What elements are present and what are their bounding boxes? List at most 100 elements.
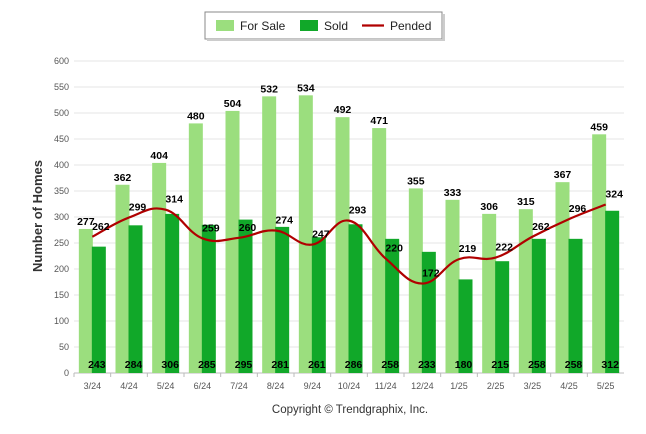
sold-bar [275, 226, 290, 373]
for-sale-bar [335, 117, 350, 373]
x-tick-label: 12/24 [411, 381, 434, 391]
pended-label: 222 [495, 242, 513, 254]
x-tick-label: 1/25 [450, 381, 468, 391]
pended-label: 260 [239, 222, 257, 234]
sold-label: 285 [198, 359, 216, 371]
pended-label: 274 [275, 215, 293, 227]
sold-label: 258 [381, 359, 399, 371]
for-sale-bar [115, 184, 130, 373]
for-sale-bar [482, 213, 497, 373]
for-sale-label: 306 [480, 201, 498, 213]
pended-label: 220 [385, 243, 403, 255]
pended-label: 262 [92, 221, 110, 233]
legend-label: Pended [390, 19, 431, 33]
pended-label: 259 [202, 222, 220, 234]
pended-label: 296 [569, 203, 587, 215]
for-sale-bar [518, 209, 533, 373]
legend-shadow-bottom [207, 39, 444, 41]
x-tick-label: 7/24 [230, 381, 248, 391]
copyright-credit: Copyright © Trendgraphix, Inc. [272, 404, 428, 416]
sold-bar [128, 225, 143, 373]
y-axis-title: Number of Homes [30, 160, 45, 272]
sold-label: 295 [235, 359, 253, 371]
legend-label: For Sale [240, 19, 286, 33]
x-tick-label: 11/24 [375, 381, 397, 391]
sold-bar [91, 246, 106, 373]
sold-bar [385, 238, 400, 373]
pended-line-layer [91, 203, 607, 285]
for-sale-bar [298, 95, 313, 373]
for-sale-label: 534 [297, 82, 315, 94]
y-tick-label: 300 [54, 212, 69, 222]
pended-label: 262 [532, 221, 550, 233]
sold-bar [311, 237, 326, 373]
y-tick-label: 150 [54, 290, 69, 300]
for-sale-label: 471 [370, 115, 388, 127]
sold-label: 233 [418, 359, 436, 371]
for-sale-bar [152, 162, 167, 373]
legend-swatch [300, 20, 318, 31]
sold-bar [238, 219, 253, 373]
y-tick-label: 0 [64, 368, 69, 378]
y-tick-label: 550 [54, 82, 69, 92]
x-tick-label: 4/25 [560, 381, 578, 391]
sold-label: 258 [565, 359, 583, 371]
for-sale-bar [445, 199, 460, 373]
legend-label: Sold [324, 19, 348, 33]
x-tick-label: 6/24 [194, 381, 212, 391]
sold-bar [348, 224, 363, 373]
sold-bar [165, 213, 180, 373]
pended-label: 247 [312, 229, 330, 241]
x-tick-label: 5/25 [597, 381, 615, 391]
x-tick-label: 4/24 [120, 381, 138, 391]
x-tick-label: 3/25 [524, 381, 542, 391]
for-sale-label: 355 [407, 175, 425, 187]
y-tick-label: 450 [54, 134, 69, 144]
x-tick-label: 10/24 [338, 381, 361, 391]
for-sale-bar [555, 182, 570, 373]
sold-label: 284 [125, 359, 143, 371]
legend-shadow [443, 14, 445, 41]
for-sale-label: 480 [187, 110, 205, 122]
legend-item-for-sale[interactable]: For Sale [216, 19, 286, 33]
for-sale-label: 277 [77, 216, 95, 228]
legend-swatch [216, 20, 234, 31]
for-sale-label: 333 [444, 187, 462, 199]
sold-label: 180 [455, 359, 473, 371]
for-sale-bar [225, 110, 240, 374]
sold-label: 286 [345, 359, 363, 371]
sold-bar [568, 238, 583, 373]
y-tick-label: 250 [54, 238, 69, 248]
legend-item-pended[interactable]: Pended [362, 19, 431, 33]
pended-label: 314 [165, 194, 183, 206]
sold-label: 306 [161, 359, 179, 371]
for-sale-label: 492 [334, 104, 352, 116]
for-sale-label: 367 [554, 169, 572, 181]
pended-label: 293 [349, 205, 367, 217]
y-tick-label: 600 [54, 56, 69, 66]
for-sale-label: 459 [590, 121, 608, 133]
for-sale-bar [78, 228, 93, 373]
legend[interactable]: For Sale Sold Pended [204, 11, 445, 41]
for-sale-bar [408, 188, 423, 373]
for-sale-label: 504 [224, 98, 242, 110]
y-tick-label: 100 [54, 316, 69, 326]
y-tick-label: 350 [54, 186, 69, 196]
for-sale-label: 315 [517, 196, 535, 208]
y-tick-label: 200 [54, 264, 69, 274]
for-sale-bar [262, 96, 277, 374]
sold-label: 312 [601, 359, 619, 371]
pended-label: 299 [129, 202, 147, 214]
sold-bar [605, 210, 620, 373]
sold-bar [201, 224, 216, 373]
sold-label: 281 [271, 359, 289, 371]
x-tick-label: 9/24 [304, 381, 322, 391]
x-tick-label: 3/24 [84, 381, 102, 391]
pended-label: 172 [422, 268, 440, 280]
legend-item-sold[interactable]: Sold [300, 19, 348, 33]
y-tick-label: 400 [54, 160, 69, 170]
data-labels: 277 243 262 362 284 299 404 306 314 480 285 259 504 2… [77, 82, 623, 371]
for-sale-bar [592, 134, 607, 373]
sold-label: 215 [491, 359, 509, 371]
